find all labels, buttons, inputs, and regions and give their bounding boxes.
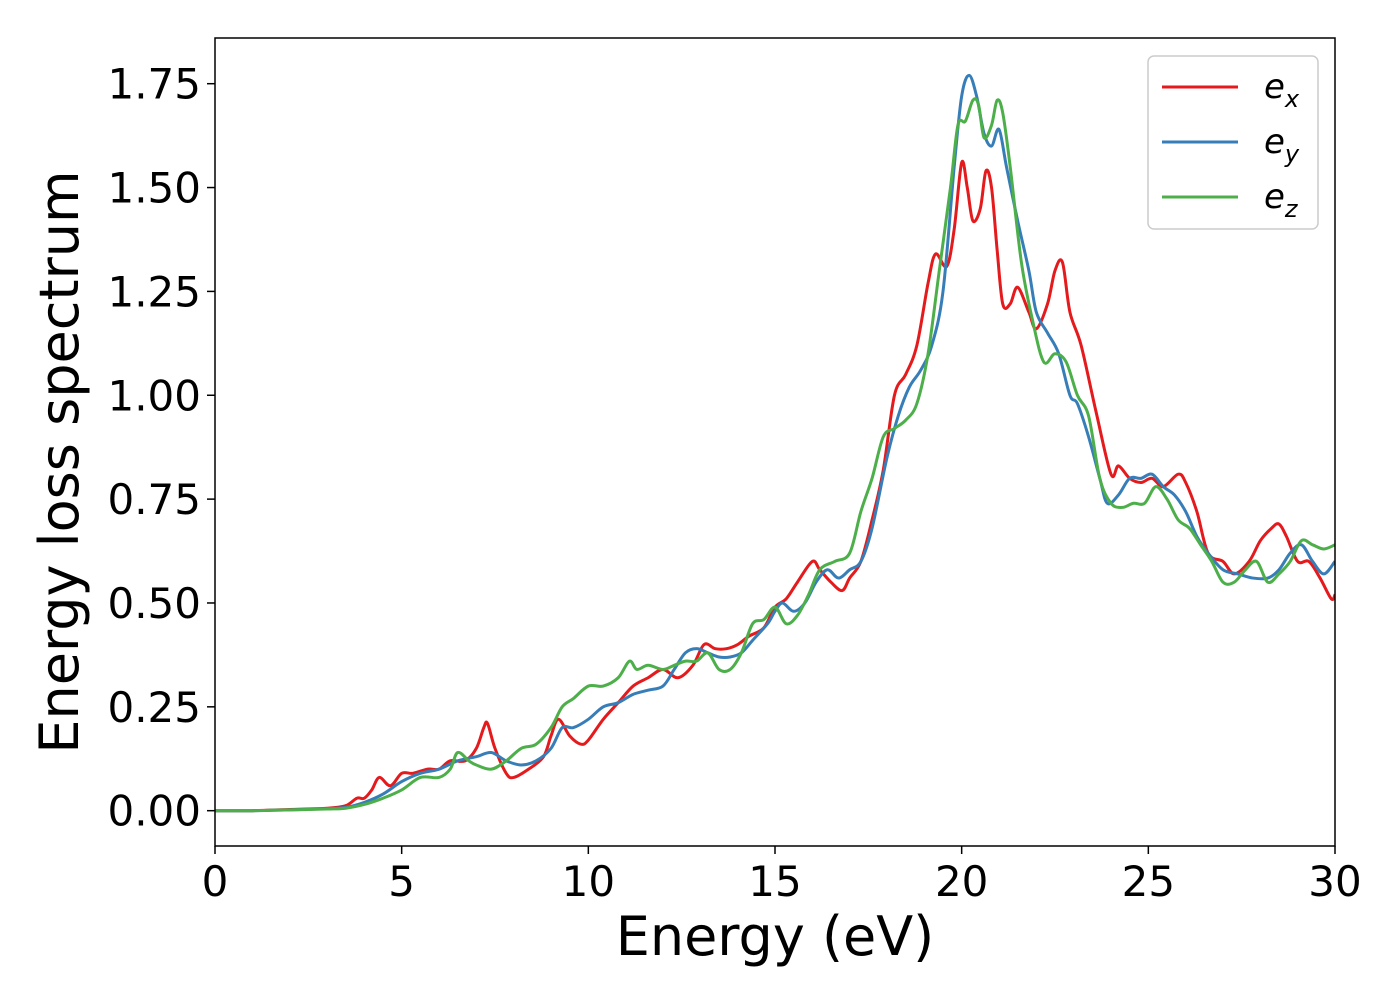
y-tick-label: 0.75 xyxy=(107,475,201,524)
y-axis-ticks: 0.00 0.25 0.50 0.75 1.00 1.25 1.50 1.75 xyxy=(107,60,215,836)
y-tick-label: 0.50 xyxy=(107,579,201,628)
x-tick-label: 30 xyxy=(1308,857,1361,906)
x-tick-label: 5 xyxy=(388,857,415,906)
plot-lines xyxy=(215,73,1335,813)
x-tick-label: 10 xyxy=(562,857,615,906)
legend-label-e_z: ez xyxy=(1264,177,1299,223)
x-axis-label: Energy (eV) xyxy=(616,905,935,968)
x-axis-ticks: 0 5 10 15 20 25 30 xyxy=(202,846,1362,906)
y-tick-label: 1.25 xyxy=(107,267,201,316)
y-tick-label: 1.50 xyxy=(107,164,201,213)
series-line-e_z xyxy=(215,97,1335,813)
x-tick-label: 15 xyxy=(748,857,801,906)
y-tick-label: 0.25 xyxy=(107,683,201,732)
series-line-e_y xyxy=(215,73,1335,813)
legend-label-e_y: ey xyxy=(1264,122,1300,168)
x-tick-label: 0 xyxy=(202,857,229,906)
legend-label-e_x: ex xyxy=(1264,67,1300,113)
y-axis-label: Energy loss spectrum xyxy=(28,170,91,753)
y-tick-label: 1.75 xyxy=(107,60,201,109)
y-tick-label: 1.00 xyxy=(107,371,201,420)
legend: ex ey ez xyxy=(1147,55,1319,230)
x-tick-label: 25 xyxy=(1122,857,1175,906)
x-tick-label: 20 xyxy=(935,857,988,906)
series-line-e_x xyxy=(215,159,1335,813)
y-tick-label: 0.00 xyxy=(107,787,201,836)
